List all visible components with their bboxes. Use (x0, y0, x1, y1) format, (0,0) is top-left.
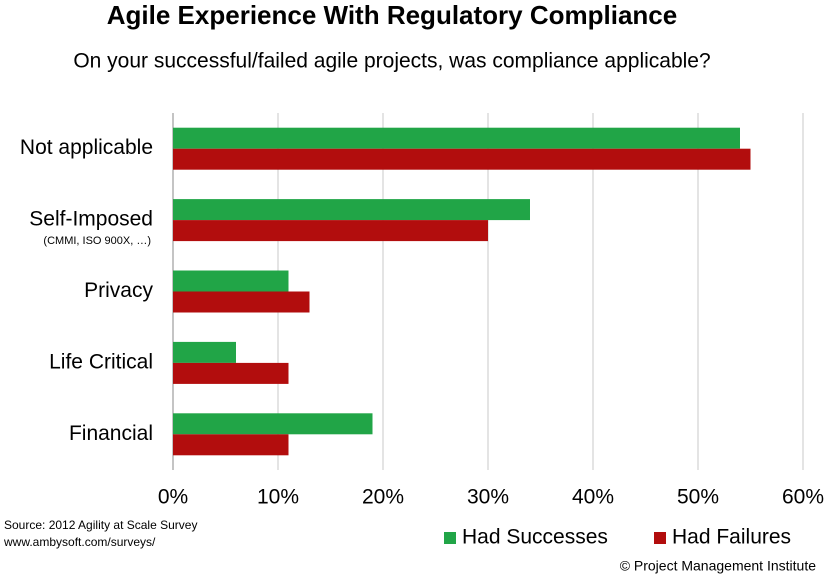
x-tick-label: 20% (362, 486, 404, 509)
x-tick-label: 10% (257, 486, 299, 509)
x-tick-label: 50% (677, 486, 719, 509)
bar (173, 413, 373, 435)
legend-swatch (444, 532, 456, 544)
bar (173, 270, 289, 292)
bar (173, 199, 530, 221)
bar (173, 341, 236, 363)
bar (173, 148, 751, 170)
y-tick-label: Not applicable (20, 136, 153, 159)
y-tick-label: Financial (69, 422, 153, 445)
legend-swatch (654, 532, 666, 544)
x-tick-label: 40% (572, 486, 614, 509)
y-tick-label: Self-Imposed (29, 208, 153, 231)
source: Source: 2012 Agility at Scale Survey (4, 518, 197, 532)
source: www.ambysoft.com/surveys/ (3, 535, 156, 549)
bar (173, 362, 289, 384)
legend-label: Had Successes (462, 526, 608, 549)
bar (173, 127, 740, 149)
y-tick-note: (CMMI, ISO 900X, …) (43, 235, 151, 247)
credit: © Project Management Institute (620, 558, 817, 574)
y-tick-label: Privacy (84, 279, 153, 302)
y-tick-label: Life Critical (49, 350, 153, 373)
x-tick-label: 0% (158, 486, 188, 509)
bar (173, 291, 310, 313)
bar (173, 434, 289, 456)
chart-subtitle: On your successful/failed agile projects… (73, 50, 710, 73)
legend-label: Had Failures (672, 526, 791, 549)
chart-title: Agile Experience With Regulatory Complia… (107, 0, 677, 30)
x-tick-label: 60% (782, 486, 824, 509)
x-tick-label: 30% (467, 486, 509, 509)
bar (173, 220, 488, 242)
